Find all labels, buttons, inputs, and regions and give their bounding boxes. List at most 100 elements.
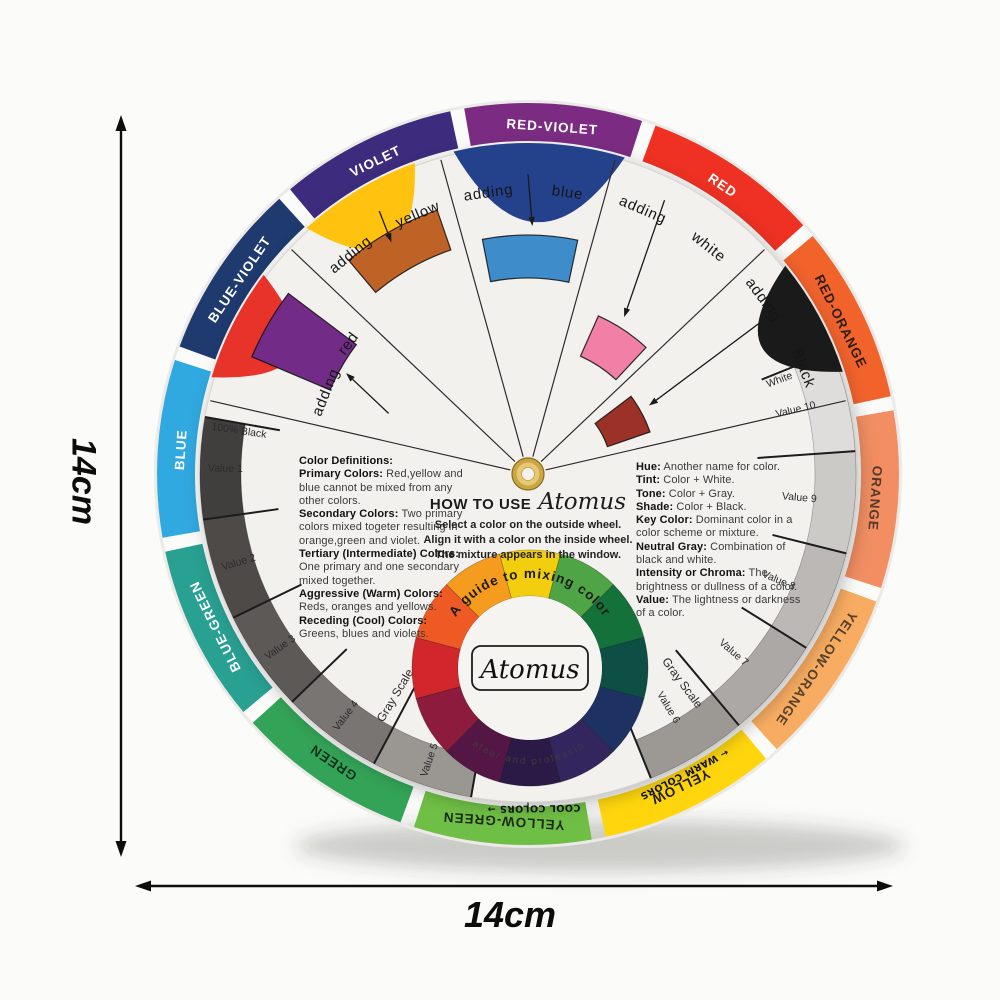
sector-line [540, 249, 765, 463]
color-terms-text: Hue: Another name for color. Tint: Color … [636, 461, 806, 621]
color-term-line: brightness or dullness of a color. [636, 580, 798, 593]
sector-arrow [655, 302, 787, 401]
outer-segment [290, 111, 459, 219]
sector-arrowhead [385, 232, 392, 243]
gray-tick [203, 508, 279, 521]
outer-segment [642, 125, 804, 251]
color-term-line: Hue: Another name for color. [636, 461, 781, 473]
sector-arrowhead [346, 373, 355, 382]
indicator-wedge-Black [757, 265, 843, 372]
how-to-instruction-line: The mixture appears in the window. [434, 549, 621, 561]
outer-segment [783, 236, 891, 405]
outer-segment [252, 697, 414, 823]
color-definition-line: Reds, oranges and yellows. [299, 601, 437, 614]
drop-shadow [295, 820, 905, 872]
outer-segment-label: ORANGE [865, 465, 885, 531]
brand-script: Atomus [538, 489, 627, 515]
color-term-line: color scheme or mixture. [636, 527, 759, 540]
how-to-instruction-line: Select a color on the outside wheel. [434, 519, 622, 531]
center-grommet [511, 457, 545, 491]
color-definition-line: Receding (Cool) Colors: [299, 614, 428, 627]
outer-segment-label: RED-VIOLET [506, 116, 599, 137]
color-term-line: Shade: Color + Black. [636, 500, 747, 513]
gray-value-label-wrap: Value 1 [208, 462, 243, 475]
sector-line [440, 159, 524, 457]
sector-line [545, 400, 846, 471]
mix-window-yellow [347, 209, 452, 294]
gray-tick [232, 583, 302, 619]
how-to-instructions: Select a color on the outside wheel. Alig… [393, 518, 663, 563]
sector-arrow [352, 378, 390, 414]
color-term-line: Tone: Color + Gray. [636, 487, 735, 500]
dimension-arrowhead [115, 115, 127, 131]
how-to-title: HOW TO USE [429, 496, 532, 513]
sector-arrow [527, 173, 533, 218]
outer-segment [751, 588, 877, 750]
color-definition-line: orange,green and violet. [299, 534, 421, 547]
color-definition-line: colors mixed togeter resulting in [299, 521, 458, 534]
indicator-wedge-yellow [306, 162, 415, 250]
grommet-hole [521, 467, 535, 481]
dimension-arrowhead [115, 841, 127, 857]
sector-line [532, 159, 616, 457]
mix-window-red [251, 292, 358, 391]
mix-windows [251, 209, 651, 448]
sector-arrowhead [624, 307, 631, 318]
sector-word: adding [463, 181, 515, 205]
how-to-use-block: HOW TO USE Atomus Select a color on the … [393, 489, 663, 563]
color-definition-line: Aggressive (Warm) Colors: [299, 587, 443, 600]
gray-tick [741, 606, 807, 649]
color-term-line: Neutral Gray: Combination of [636, 540, 786, 553]
color-term-line: of a color. [636, 607, 685, 620]
color-definition-line: Color Definitions: [299, 455, 394, 467]
outer-color-ring [154, 100, 902, 848]
outer-segment-label: BLUE [172, 429, 190, 471]
how-to-instruction-line: Align it with a color on the inside whee… [423, 534, 633, 546]
dimension-arrowhead [135, 880, 151, 892]
mix-window-white [579, 315, 647, 381]
mini-wheel-brand: Atomus [478, 655, 579, 685]
brand-box [471, 645, 589, 691]
color-term-line: Value: The lightness or darkness [636, 593, 801, 606]
dimension-arrowhead [877, 880, 893, 892]
color-term-line: Intensity or Chroma: The [636, 567, 768, 580]
color-definition-line: Tertiary (Intermediate) Colors: [299, 548, 459, 561]
wheel-shadow [295, 820, 905, 872]
sector-arrow [626, 199, 666, 309]
outer-segment [844, 410, 899, 589]
sector-arrowhead [648, 397, 659, 406]
color-definition-line: Greens, blues and violets. [299, 627, 429, 640]
indicator-wedges [211, 142, 843, 378]
gray-value-label: Value 9 [782, 490, 818, 505]
mix-window-Black [594, 395, 651, 448]
sector-color-name: blue [551, 182, 585, 203]
card-edge [154, 100, 902, 848]
sector-lines [210, 159, 846, 471]
color-definition-line: mixed together. [299, 574, 376, 587]
color-definitions-text: Color Definitions: Primary Colors: Red,ye… [299, 455, 479, 641]
height-dimension-label: 14cm [64, 438, 103, 525]
width-dimension-label: 14cm [463, 894, 557, 935]
mix-window-blue [481, 234, 579, 283]
sector-arrow [378, 210, 389, 235]
color-definition-line: other colors. [299, 494, 361, 507]
indicator-wedge-blue [453, 142, 625, 223]
sector-arrows [346, 173, 787, 414]
outer-segment [179, 198, 305, 360]
outer-segment [165, 543, 273, 712]
color-term-line: Key Color: Dominant color in a [636, 514, 793, 527]
color-definition-line: blue cannot be mixed from any [299, 481, 453, 494]
gray-value-label: Value 1 [208, 462, 243, 475]
gray-tick [757, 450, 856, 459]
sector-arrowhead [528, 216, 535, 227]
color-definition-line: One primary and one secondary [299, 561, 460, 574]
gray-tick [373, 676, 421, 765]
color-term-line: Tint: Color + White. [636, 474, 735, 487]
outer-segment [413, 790, 592, 846]
color-definition-line: Primary Colors: Red,yellow and [299, 468, 463, 481]
gray-tick [291, 648, 348, 703]
dimension-arrows [115, 115, 893, 892]
outer-segment [597, 729, 766, 837]
